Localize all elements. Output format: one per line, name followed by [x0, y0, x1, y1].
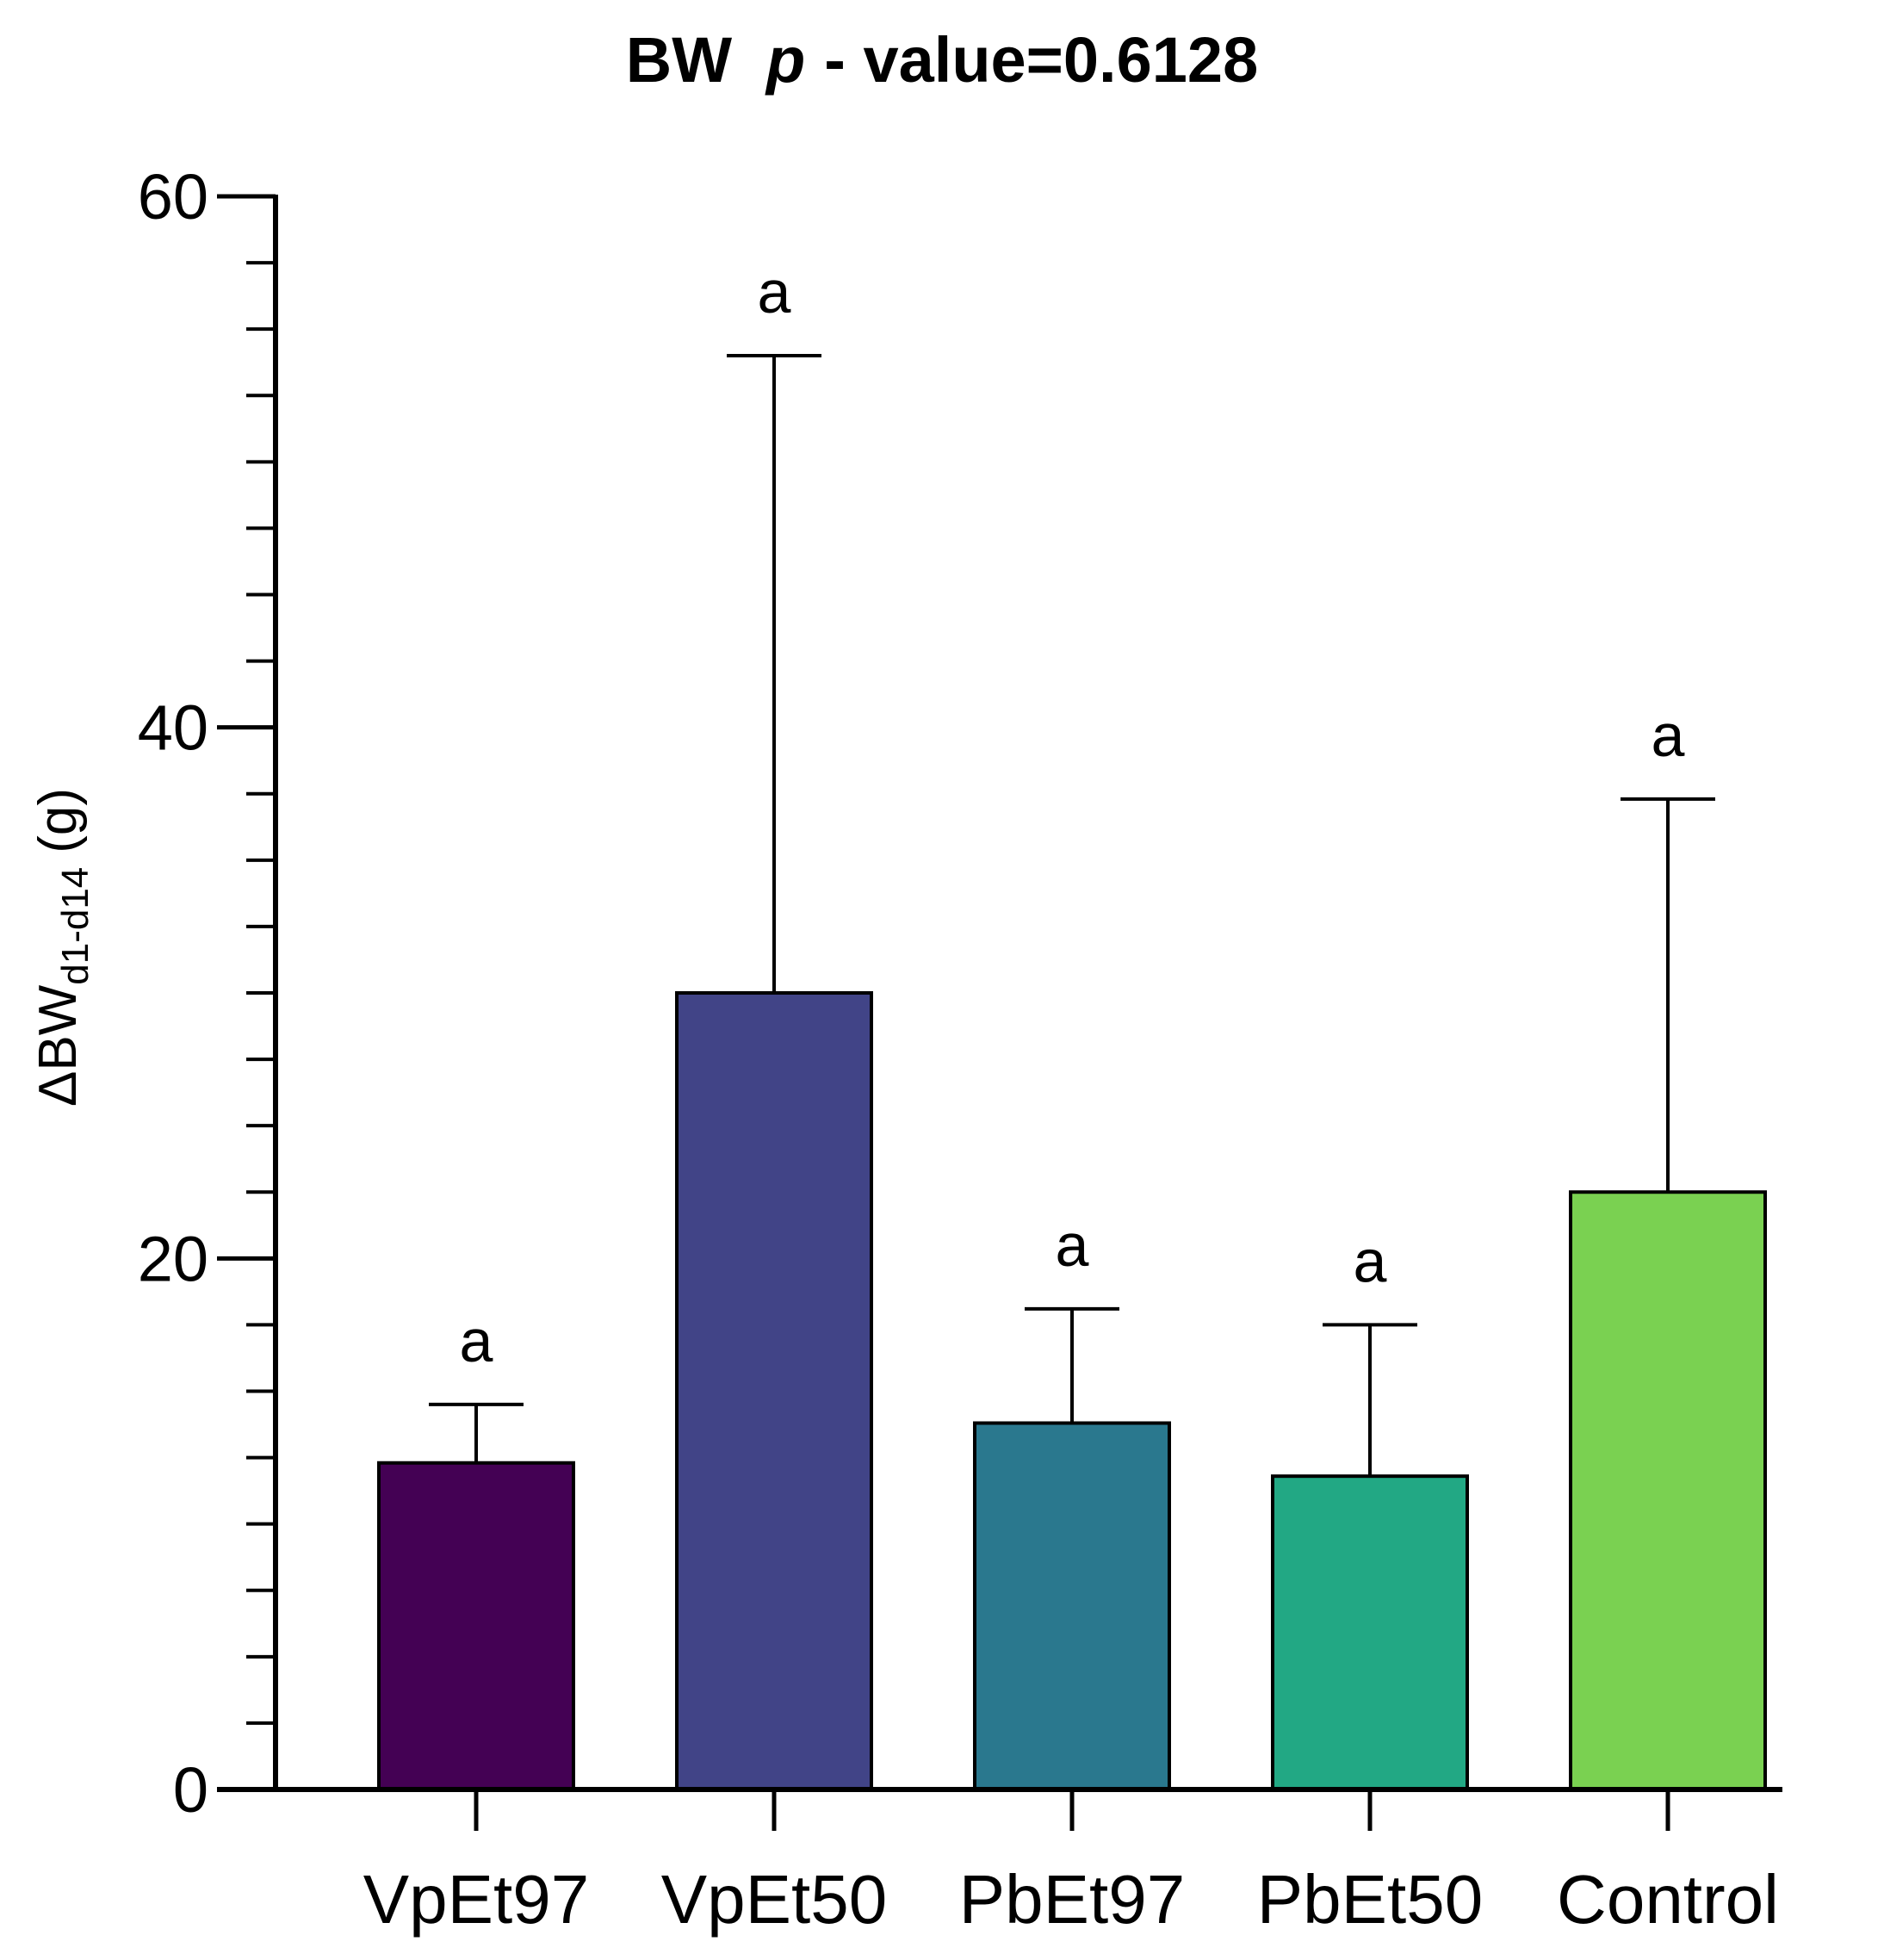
y-tick-label-40: 40 [138, 692, 208, 764]
y-tick-label-60: 60 [138, 161, 208, 233]
y-axis-label-delta: Δ [28, 1071, 88, 1107]
y-axis-label: ΔBWd1-d14 (g) [28, 788, 96, 1107]
significance-label-pbet50: a [1354, 1227, 1387, 1294]
chart-title-rest: - value=0.6128 [824, 24, 1258, 96]
bar-control [1569, 1190, 1767, 1791]
chart-title-p: p [765, 24, 805, 96]
y-tick-label-0: 0 [173, 1754, 208, 1826]
y-axis-label-unit: (g) [28, 788, 88, 853]
y-axis-label-sub: d1-d14 [54, 867, 96, 985]
y-axis-label-main: BW [28, 984, 88, 1070]
significance-label-pbet97: a [1056, 1212, 1089, 1279]
error-bars-layer [429, 354, 1715, 1477]
bar-vpet50 [675, 991, 873, 1791]
chart-title: BW p - value=0.6128 [626, 24, 1258, 96]
significance-label-vpet97: a [460, 1307, 493, 1374]
bar-vpet97 [377, 1461, 575, 1791]
x-tick-label-control: Control [1557, 1861, 1779, 1938]
labels-layer: a VpEt97 a VpEt50 a PbEt97 a PbEt50 a Control 0 20 4… [138, 161, 1779, 1938]
bar-pbet97 [973, 1421, 1171, 1791]
significance-label-control: a [1652, 702, 1685, 769]
x-tick-label-vpet97: VpEt97 [363, 1861, 589, 1938]
x-tick-label-vpet50: VpEt50 [661, 1861, 887, 1938]
x-tick-label-pbet97: PbEt97 [959, 1861, 1185, 1938]
x-tick-label-pbet50: PbEt50 [1257, 1861, 1483, 1938]
significance-label-vpet50: a [758, 258, 791, 326]
y-tick-label-20: 20 [138, 1223, 208, 1294]
bar-pbet50 [1271, 1474, 1469, 1791]
chart-title-main: BW [626, 24, 732, 96]
axes-layer [217, 194, 1782, 1831]
